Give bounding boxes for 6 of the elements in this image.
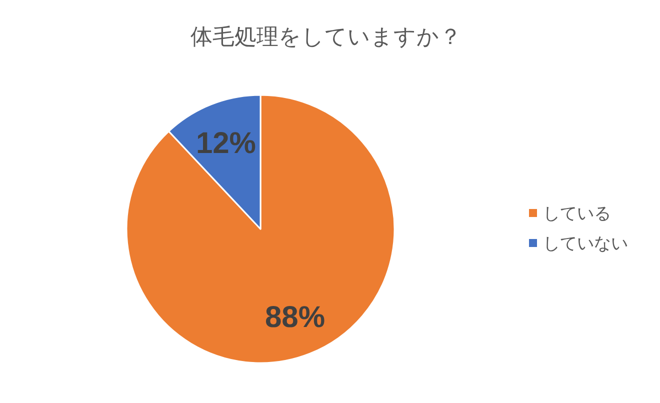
pie: 88% 12% [126,94,396,364]
legend-label: していない [543,234,628,253]
chart-title: 体毛処理をしていますか？ [190,24,462,49]
data-label: 88% [265,301,326,334]
legend-label: している [543,204,611,223]
data-label: 12% [196,126,256,160]
